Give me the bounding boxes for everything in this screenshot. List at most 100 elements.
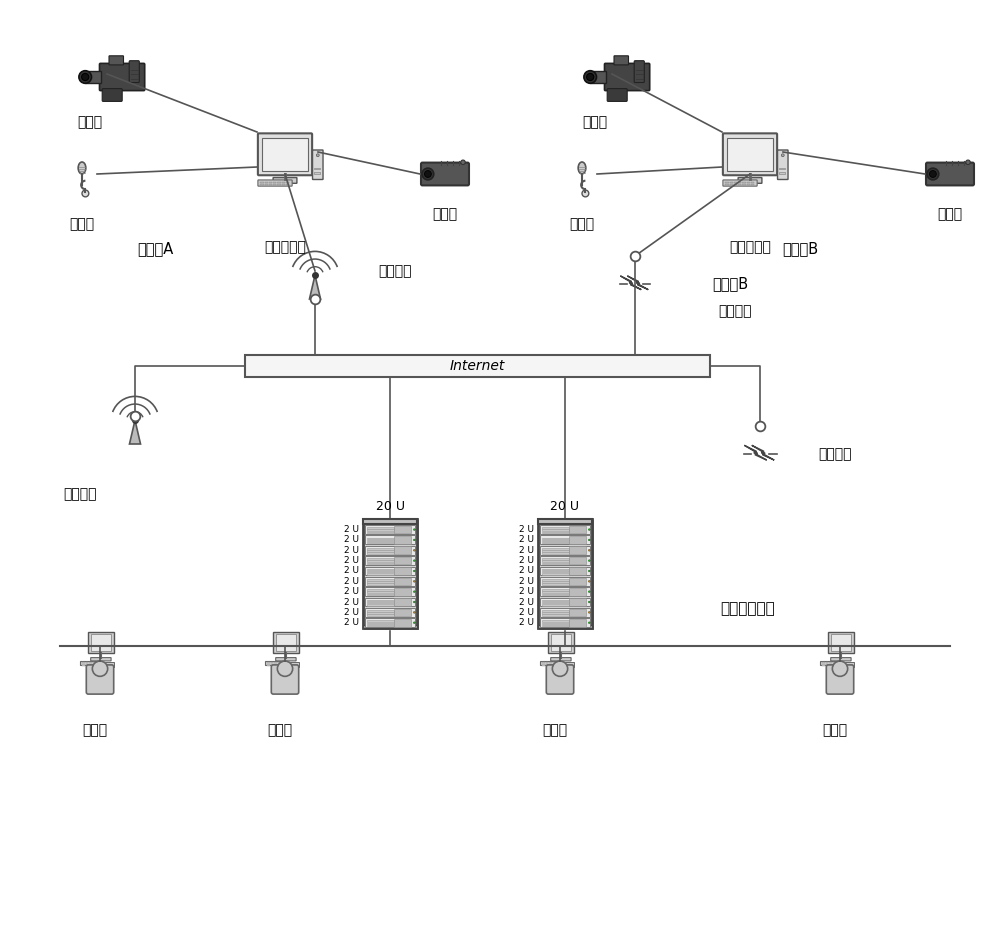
Bar — [730, 181, 733, 183]
Circle shape — [588, 549, 590, 551]
Bar — [93, 661, 95, 663]
Bar — [569, 536, 586, 544]
Bar — [542, 614, 569, 616]
Polygon shape — [820, 661, 838, 665]
Text: 20 U: 20 U — [550, 500, 580, 513]
Bar — [542, 591, 569, 593]
Bar — [542, 661, 545, 663]
Circle shape — [413, 622, 415, 623]
Text: 2 U: 2 U — [519, 608, 534, 617]
Circle shape — [588, 581, 590, 583]
Text: 操作员: 操作员 — [822, 723, 848, 737]
Polygon shape — [828, 632, 854, 654]
Bar — [367, 624, 394, 626]
Circle shape — [79, 70, 92, 84]
Text: 2 U: 2 U — [344, 546, 359, 555]
Circle shape — [582, 190, 589, 196]
Bar — [394, 587, 411, 596]
Bar — [538, 519, 592, 525]
Circle shape — [588, 591, 590, 592]
Text: 有线网络: 有线网络 — [718, 304, 752, 318]
Bar — [542, 548, 569, 549]
Circle shape — [588, 622, 590, 623]
Bar — [367, 558, 394, 560]
Circle shape — [413, 529, 415, 530]
Bar — [569, 568, 586, 575]
Text: 2 U: 2 U — [519, 598, 534, 606]
Bar — [556, 661, 559, 663]
Bar — [540, 525, 590, 534]
Bar — [89, 661, 92, 663]
Bar — [260, 184, 264, 185]
Polygon shape — [88, 632, 114, 654]
Bar — [540, 577, 590, 586]
Bar — [569, 557, 586, 565]
Bar — [96, 661, 99, 663]
Bar — [365, 608, 415, 617]
Bar — [542, 542, 569, 544]
Bar — [277, 181, 281, 183]
Polygon shape — [276, 634, 296, 651]
FancyBboxPatch shape — [607, 88, 627, 102]
Text: 2 U: 2 U — [344, 598, 359, 606]
Bar — [730, 184, 733, 185]
Bar — [367, 542, 394, 544]
Circle shape — [82, 190, 89, 196]
Bar — [367, 573, 394, 574]
Bar — [569, 547, 586, 554]
Circle shape — [927, 168, 939, 180]
Circle shape — [413, 601, 415, 603]
Bar — [364, 520, 418, 629]
Circle shape — [277, 661, 293, 677]
Bar — [542, 624, 569, 626]
Bar — [590, 70, 606, 84]
FancyBboxPatch shape — [276, 658, 296, 661]
Bar — [546, 664, 548, 665]
Bar — [367, 563, 394, 564]
Bar — [365, 525, 415, 534]
Bar — [542, 558, 569, 560]
Bar — [542, 604, 569, 605]
Bar — [365, 577, 415, 586]
Bar — [278, 664, 280, 665]
Bar — [569, 526, 586, 533]
Bar — [267, 664, 270, 665]
FancyBboxPatch shape — [102, 88, 122, 102]
Bar — [363, 519, 417, 525]
Text: 麦克风: 麦克风 — [69, 217, 95, 231]
Bar — [82, 661, 85, 663]
Polygon shape — [105, 662, 114, 667]
Bar — [271, 661, 273, 663]
Bar — [367, 548, 394, 549]
Circle shape — [588, 560, 590, 562]
Bar — [367, 584, 394, 585]
Text: 远程客户端: 远程客户端 — [264, 240, 306, 254]
Polygon shape — [273, 632, 299, 654]
Bar — [271, 664, 273, 665]
Circle shape — [413, 560, 415, 562]
Bar — [363, 625, 417, 628]
Bar — [738, 184, 741, 185]
Circle shape — [413, 570, 415, 572]
Bar — [394, 598, 411, 605]
Text: 2 U: 2 U — [344, 525, 359, 534]
Text: 2 U: 2 U — [344, 577, 359, 586]
Bar — [569, 587, 586, 596]
Polygon shape — [844, 662, 854, 667]
Bar — [367, 550, 394, 551]
Bar — [738, 181, 741, 183]
FancyBboxPatch shape — [778, 150, 788, 179]
Bar — [569, 608, 586, 616]
Text: 移动网络: 移动网络 — [378, 264, 412, 278]
Circle shape — [781, 154, 784, 157]
Bar — [282, 181, 285, 183]
Text: 2 U: 2 U — [344, 587, 359, 596]
Bar — [542, 568, 569, 570]
Bar — [540, 556, 590, 565]
Polygon shape — [564, 662, 574, 667]
Bar — [394, 578, 411, 586]
Bar — [540, 587, 590, 596]
Polygon shape — [551, 634, 571, 651]
Bar — [273, 181, 276, 183]
Bar — [725, 181, 729, 183]
